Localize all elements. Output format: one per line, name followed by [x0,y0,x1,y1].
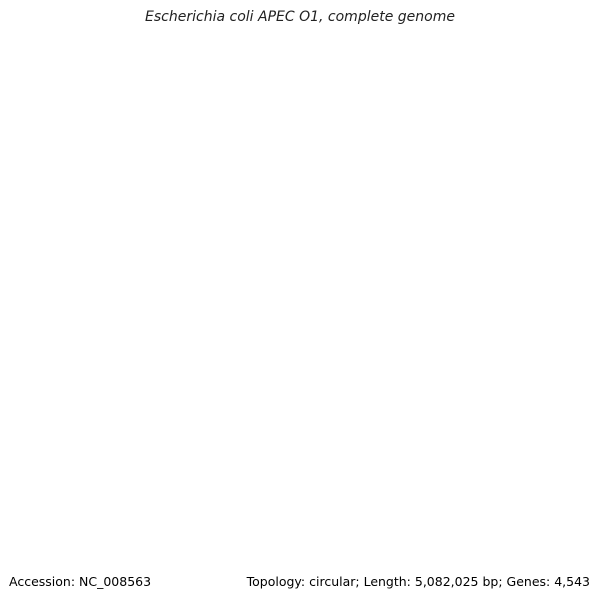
genome-summary-text: Topology: circular; Length: 5,082,025 bp… [246,574,590,589]
accession-text: Accession: NC_008563 [9,574,152,589]
map-title: Escherichia coli APEC O1, complete genom… [145,9,455,25]
